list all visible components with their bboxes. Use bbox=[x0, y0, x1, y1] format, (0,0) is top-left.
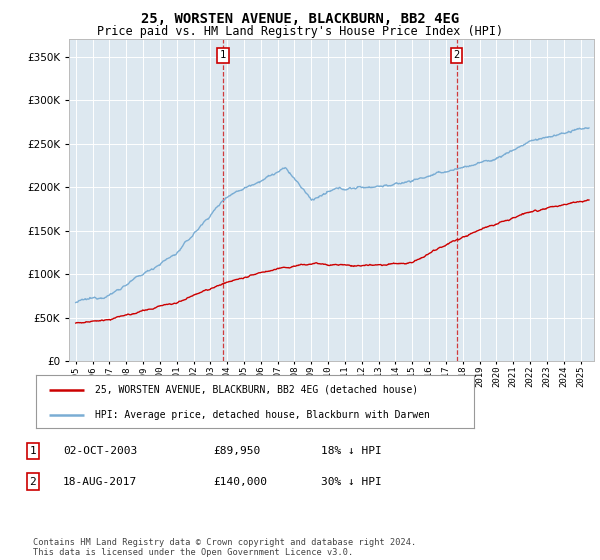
Text: £89,950: £89,950 bbox=[213, 446, 260, 456]
Text: 30% ↓ HPI: 30% ↓ HPI bbox=[321, 477, 382, 487]
Text: £140,000: £140,000 bbox=[213, 477, 267, 487]
Text: 02-OCT-2003: 02-OCT-2003 bbox=[63, 446, 137, 456]
Text: 18-AUG-2017: 18-AUG-2017 bbox=[63, 477, 137, 487]
Text: HPI: Average price, detached house, Blackburn with Darwen: HPI: Average price, detached house, Blac… bbox=[95, 410, 430, 420]
Text: 2: 2 bbox=[29, 477, 37, 487]
Text: 25, WORSTEN AVENUE, BLACKBURN, BB2 4EG: 25, WORSTEN AVENUE, BLACKBURN, BB2 4EG bbox=[141, 12, 459, 26]
Text: 1: 1 bbox=[29, 446, 37, 456]
Text: 18% ↓ HPI: 18% ↓ HPI bbox=[321, 446, 382, 456]
Text: 25, WORSTEN AVENUE, BLACKBURN, BB2 4EG (detached house): 25, WORSTEN AVENUE, BLACKBURN, BB2 4EG (… bbox=[95, 385, 418, 395]
Text: 1: 1 bbox=[220, 50, 226, 60]
Text: Contains HM Land Registry data © Crown copyright and database right 2024.
This d: Contains HM Land Registry data © Crown c… bbox=[33, 538, 416, 557]
Text: Price paid vs. HM Land Registry's House Price Index (HPI): Price paid vs. HM Land Registry's House … bbox=[97, 25, 503, 38]
Text: 2: 2 bbox=[454, 50, 460, 60]
